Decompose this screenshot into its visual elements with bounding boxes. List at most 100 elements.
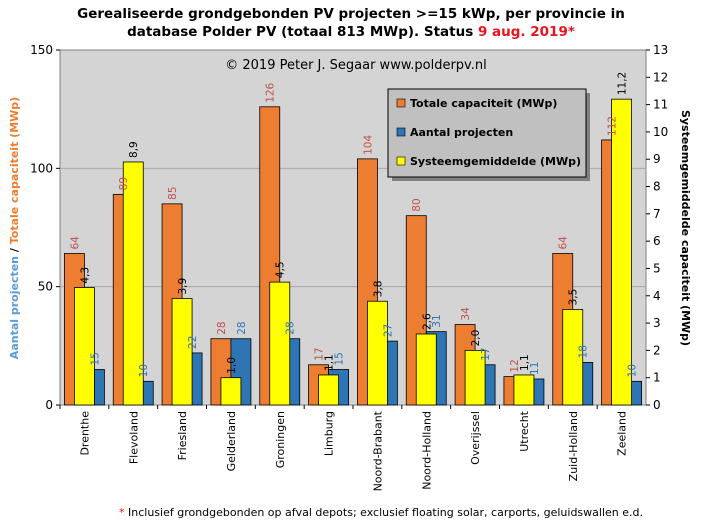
bar-capacity-label: 12 [509, 359, 521, 372]
y-left-tick-label: 100 [30, 161, 53, 175]
y-right-tick-label: 7 [653, 207, 661, 221]
y-right-tick-label: 0 [653, 398, 661, 412]
x-tick-label: Drenthe [78, 411, 91, 456]
x-tick-label: Noord-Brabant [371, 410, 384, 491]
bar-average-label: 3,9 [177, 278, 189, 295]
x-tick-label: Noord-Holland [420, 411, 433, 490]
bar-average [513, 374, 535, 406]
x-tick-label: Groningen [274, 411, 287, 468]
bar-projects-label: 15 [334, 352, 346, 365]
y-right-tick-label: 13 [653, 43, 668, 57]
bar-average-label: 2,0 [470, 330, 482, 347]
y-right-tick-label: 9 [653, 152, 661, 166]
y-axis-left-label: Aantal projecten / Totale capaciteit (MW… [8, 97, 21, 359]
y-left-tick-label: 0 [45, 398, 53, 412]
x-tick-label: Flevoland [127, 411, 140, 464]
chart-title-line1: Gerealiseerde grondgebonden PV projecten… [77, 6, 625, 22]
y-right-tick-label: 6 [653, 234, 661, 248]
bar-capacity-label: 28 [216, 321, 228, 334]
y-right-tick-label: 5 [653, 261, 661, 275]
y-right-tick-label: 12 [653, 70, 668, 84]
y-right-tick-label: 3 [653, 316, 661, 330]
y-axis-right-label: Systeemgemiddelde capaciteit (MWp) [679, 110, 692, 346]
legend-label-capacity: Totale capaciteit (MWp) [410, 97, 557, 110]
legend-swatch-projects [396, 127, 406, 137]
y-right-tick-label: 10 [653, 125, 668, 139]
bar-average-label: 11,2 [617, 72, 629, 95]
x-tick-label: Utrecht [518, 410, 531, 451]
bar-capacity-label: 126 [265, 82, 277, 102]
bar-projects-label: 27 [382, 324, 394, 337]
bar-average-label: 3,8 [372, 281, 384, 298]
legend-swatch-average [396, 156, 406, 166]
y-left-tick-label: 150 [30, 43, 53, 57]
bar-average-label: 4,5 [275, 261, 287, 278]
bar-projects-label: 15 [89, 352, 101, 365]
bar-average [562, 309, 584, 406]
chart-title-line2: database Polder PV (totaal 813 MWp). Sta… [127, 24, 575, 40]
y-right-tick-label: 11 [653, 98, 668, 112]
x-tick-label: Friesland [176, 411, 189, 460]
data-labels-layer: 64 15 4,3 89 10 8,9 85 22 3,9 28 28 1,0 126 28 4,5 17 15… [69, 72, 638, 378]
x-tick-label: Gelderland [225, 411, 238, 471]
bar-average [318, 374, 339, 406]
y-right-tick-label: 8 [653, 180, 661, 194]
x-tick-label: Zeeland [616, 411, 629, 456]
bar-projects-label: 28 [236, 321, 248, 334]
bar-projects-label: 28 [285, 321, 297, 334]
bar-projects-label: 11 [529, 362, 541, 375]
bar-projects-label: 10 [138, 364, 150, 377]
x-tick-label: Limburg [323, 411, 336, 456]
y-left-tick-label: 50 [38, 280, 53, 294]
bar-capacity-label: 64 [558, 236, 570, 250]
legend-label-projects: Aantal projecten [410, 126, 513, 139]
bar-projects-label: 22 [187, 336, 199, 349]
footnote: * Inclusief grondgebonden op afval depot… [119, 506, 643, 519]
bar-average-label: 2,6 [421, 313, 433, 330]
bar-average-label: 1,1 [519, 354, 531, 371]
y-axis-left-label-capacity: Totale capaciteit (MWp) [8, 97, 21, 244]
bar-average [611, 98, 632, 406]
legend-box [387, 88, 587, 178]
y-axis-left-label-sep: / [8, 244, 21, 256]
bar-capacity-label: 34 [460, 307, 472, 321]
y-right-tick-label: 4 [653, 289, 661, 303]
bar-projects-label: 31 [431, 314, 443, 327]
bar-capacity-label: 80 [411, 198, 423, 211]
bar-average [367, 300, 388, 406]
bar-average-label: 3,5 [568, 289, 580, 306]
bar-projects-label: 10 [627, 364, 639, 377]
bar-capacity-label: 112 [607, 116, 619, 136]
bar-capacity-label: 17 [314, 347, 326, 360]
footnote-star: * [119, 506, 125, 519]
x-tick-label: Overijssel [469, 411, 482, 465]
bar-projects-label: 17 [480, 347, 492, 360]
bar-average-label: 1,0 [226, 357, 238, 374]
bar-capacity-label: 89 [118, 177, 130, 190]
bar-average [269, 281, 291, 406]
y-right-tick-label: 2 [653, 343, 661, 357]
chart-title-line2-text: database Polder PV (totaal 813 MWp). Sta… [127, 24, 478, 40]
legend-swatch-capacity [396, 98, 406, 108]
footnote-text: Inclusief grondgebonden op afval depots;… [125, 506, 644, 519]
bar-capacity-label: 85 [167, 186, 179, 199]
chart-title-date: 9 aug. 2019* [478, 24, 575, 40]
bars-layer [64, 98, 642, 406]
x-tick-label: Zuid-Holland [567, 411, 580, 481]
legend: Totale capaciteit (MWp) Aantal projecten… [387, 88, 590, 181]
copyright-text: © 2019 Peter J. Segaar www.polderpv.nl [225, 58, 486, 73]
bar-average [171, 298, 193, 406]
legend-label-average: Systeemgemiddelde (MWp) [410, 155, 581, 168]
bar-average [74, 287, 95, 406]
bar-average [464, 349, 486, 406]
bar-average-label: 1,1 [324, 354, 336, 371]
y-right-tick-label: 1 [653, 371, 661, 385]
bar-average-label: 4,3 [79, 267, 91, 284]
bar-capacity-label: 64 [69, 236, 81, 250]
bar-capacity-label: 104 [362, 135, 374, 155]
bar-average [220, 377, 242, 406]
bar-projects-label: 18 [578, 345, 590, 358]
y-axis-left-label-projects: Aantal projecten [8, 256, 21, 359]
